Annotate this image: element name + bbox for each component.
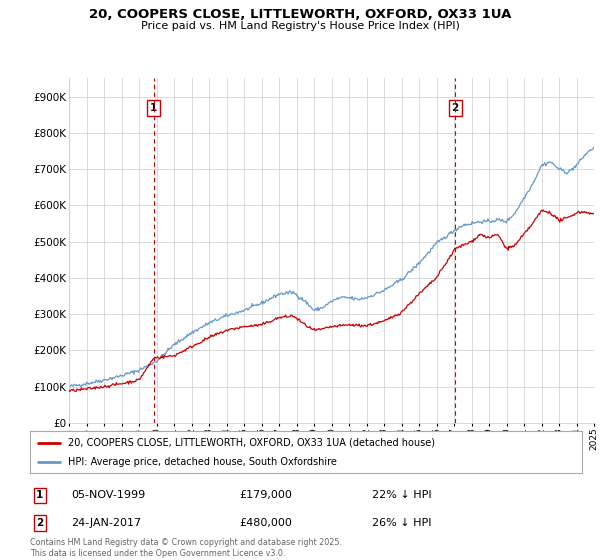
Text: Price paid vs. HM Land Registry's House Price Index (HPI): Price paid vs. HM Land Registry's House … bbox=[140, 21, 460, 31]
Text: 20, COOPERS CLOSE, LITTLEWORTH, OXFORD, OX33 1UA: 20, COOPERS CLOSE, LITTLEWORTH, OXFORD, … bbox=[89, 8, 511, 21]
Text: 20, COOPERS CLOSE, LITTLEWORTH, OXFORD, OX33 1UA (detached house): 20, COOPERS CLOSE, LITTLEWORTH, OXFORD, … bbox=[68, 437, 434, 447]
Text: £480,000: £480,000 bbox=[240, 518, 293, 528]
Text: 26% ↓ HPI: 26% ↓ HPI bbox=[372, 518, 432, 528]
Text: Contains HM Land Registry data © Crown copyright and database right 2025.
This d: Contains HM Land Registry data © Crown c… bbox=[30, 538, 342, 558]
Text: 1: 1 bbox=[150, 102, 157, 113]
Text: 22% ↓ HPI: 22% ↓ HPI bbox=[372, 490, 432, 500]
Text: £179,000: £179,000 bbox=[240, 490, 293, 500]
Text: 2: 2 bbox=[37, 518, 44, 528]
Text: 2: 2 bbox=[452, 102, 459, 113]
Text: 24-JAN-2017: 24-JAN-2017 bbox=[71, 518, 142, 528]
Text: 1: 1 bbox=[37, 490, 44, 500]
Text: 05-NOV-1999: 05-NOV-1999 bbox=[71, 490, 146, 500]
Text: HPI: Average price, detached house, South Oxfordshire: HPI: Average price, detached house, Sout… bbox=[68, 457, 337, 467]
